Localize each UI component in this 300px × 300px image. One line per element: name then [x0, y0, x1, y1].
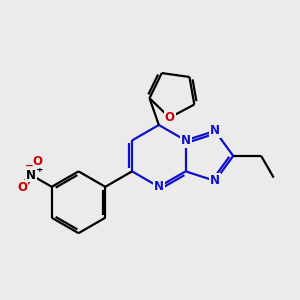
Text: N: N [210, 124, 220, 137]
Text: −: − [25, 161, 33, 171]
Text: N: N [181, 134, 190, 147]
Text: O: O [165, 111, 175, 124]
Text: O: O [33, 154, 43, 167]
Text: N: N [26, 169, 36, 182]
Text: N: N [154, 180, 164, 193]
Text: N: N [210, 174, 220, 188]
Text: O: O [17, 181, 27, 194]
Text: +: + [36, 165, 43, 174]
